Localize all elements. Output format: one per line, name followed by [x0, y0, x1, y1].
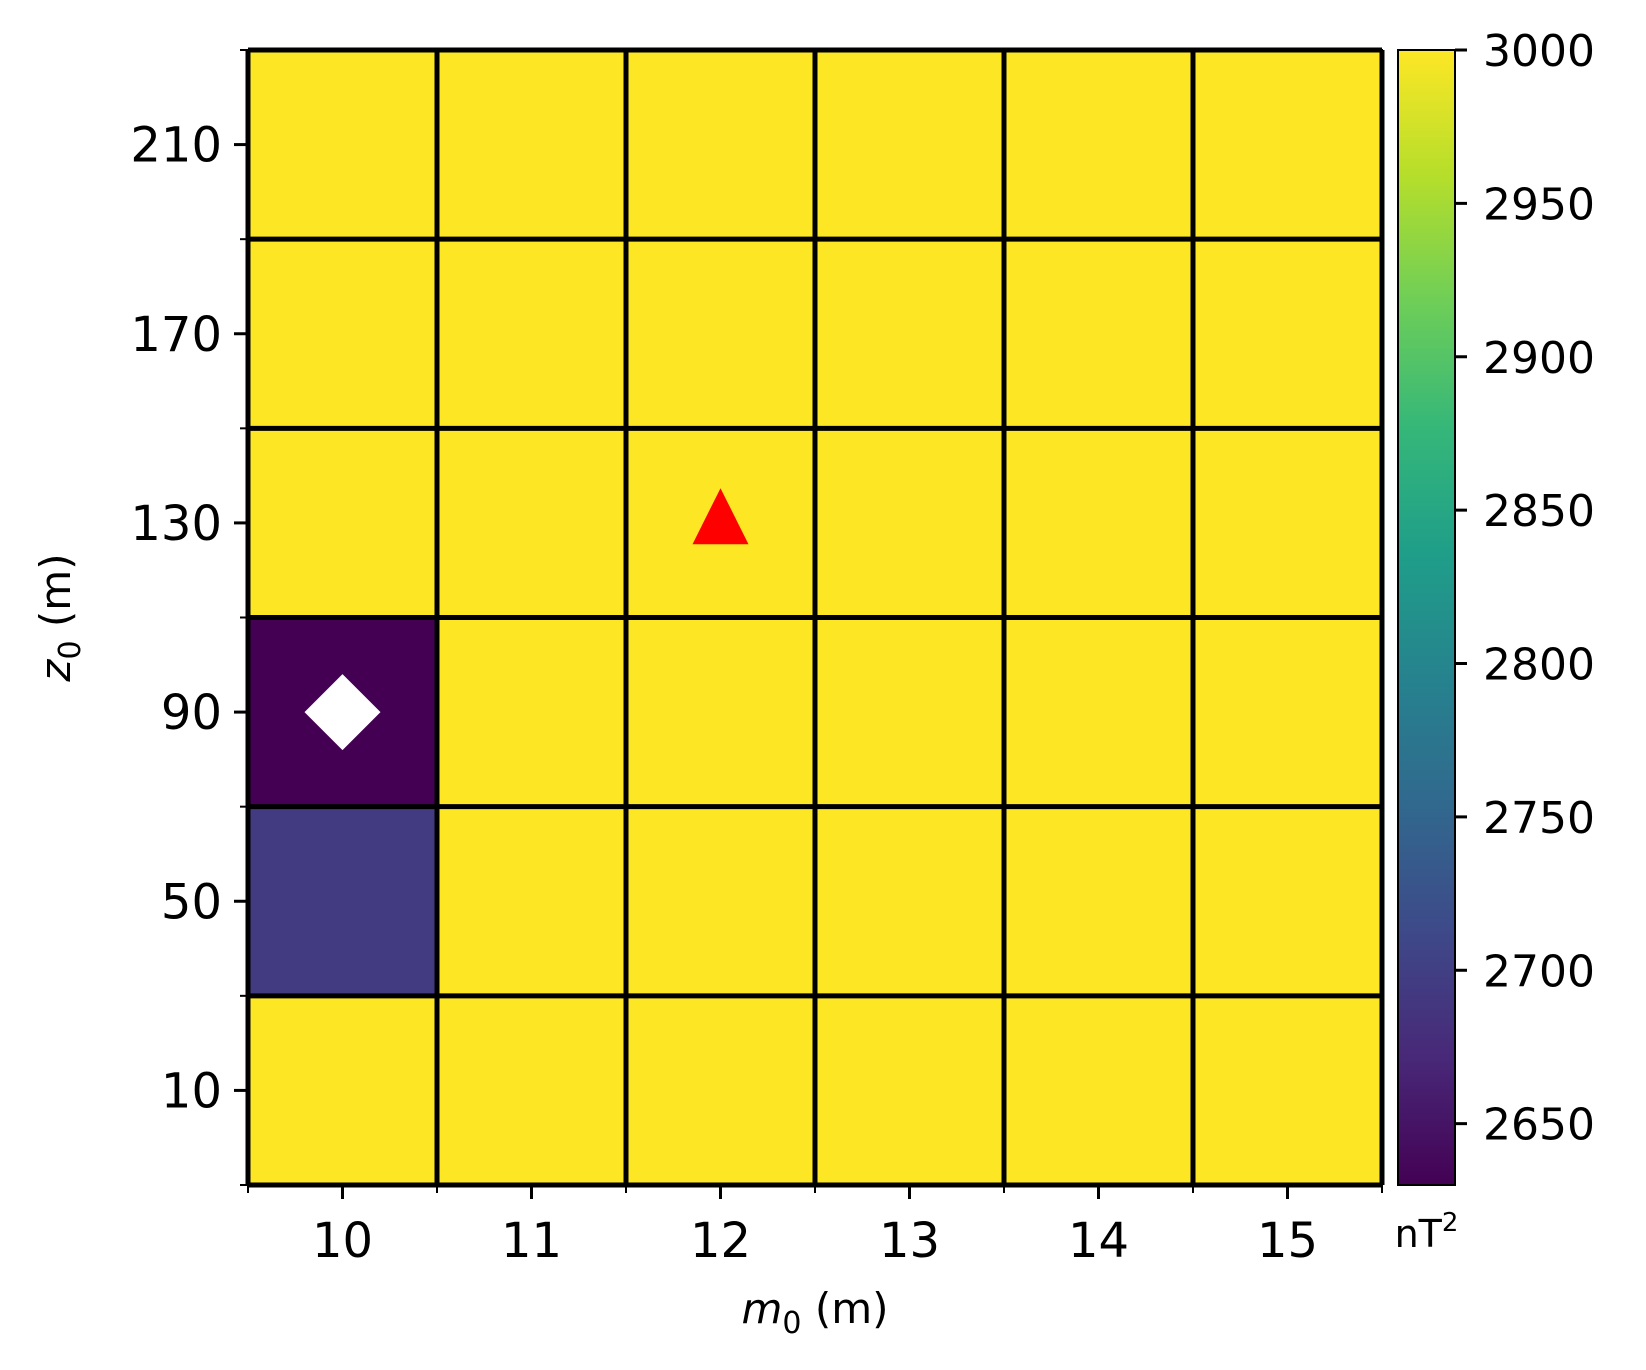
heatmap-cell	[815, 995, 1004, 1185]
markers	[304, 488, 749, 751]
x-tick-label: 12	[690, 1213, 751, 1269]
x-tick-label: 14	[1068, 1213, 1129, 1269]
heatmap-cell	[1004, 995, 1193, 1185]
heatmap-cell	[1193, 617, 1382, 807]
x-tick-label: 15	[1257, 1213, 1318, 1269]
y-tick-label: 90	[161, 685, 222, 741]
y-tick-label: 170	[130, 307, 222, 363]
heatmap-cell	[1193, 428, 1382, 618]
colorbar-unit-label: nT2	[1395, 1208, 1459, 1256]
heatmap-cell	[626, 50, 815, 240]
heatmap-cell	[1004, 239, 1193, 429]
heatmap-cell	[1193, 995, 1382, 1185]
x-axis-label: m0 (m)	[741, 1284, 888, 1341]
colorbar-tick-label: 2850	[1483, 486, 1595, 537]
x-tick-label: 10	[312, 1213, 373, 1269]
heatmap-cell	[1004, 806, 1193, 996]
heatmap-cell	[1004, 50, 1193, 240]
heatmap-cell	[1004, 617, 1193, 807]
heatmap-cell	[437, 806, 626, 996]
heatmap-cell	[248, 50, 437, 240]
y-tick-label: 210	[130, 118, 222, 174]
colorbar-gradient	[1397, 49, 1456, 1186]
heatmap-cell	[437, 617, 626, 807]
y-axis-label: z0 (m)	[31, 553, 88, 682]
heatmap-cell	[437, 428, 626, 618]
heatmap-cell	[248, 428, 437, 618]
colorbar-tick-label: 2900	[1483, 333, 1595, 384]
y-tick-label: 130	[130, 496, 222, 552]
axes: 10 11 12 13 14 15 10 50 90 130 170 210 m0 (m) z0 (m)	[31, 49, 1383, 1341]
colorbar-tick-label: 2650	[1483, 1100, 1595, 1151]
colorbar-tick-label: 2800	[1483, 640, 1595, 691]
diamond-marker	[304, 674, 381, 751]
heatmap-cell	[815, 239, 1004, 429]
y-tick-label: 50	[161, 874, 222, 930]
heatmap-cell	[248, 239, 437, 429]
heatmap-cell	[815, 50, 1004, 240]
colorbar-tick-label: 2750	[1483, 793, 1595, 844]
heatmap-cells	[248, 50, 1382, 1185]
heatmap-cell	[815, 428, 1004, 618]
heatmap-cell	[1193, 50, 1382, 240]
heatmap-cell	[815, 617, 1004, 807]
heatmap-cell	[1193, 806, 1382, 996]
heatmap-cell	[626, 239, 815, 429]
y-tick-label: 10	[161, 1063, 222, 1119]
heatmap-cell	[1193, 239, 1382, 429]
heatmap-cell	[248, 806, 437, 996]
x-tick-label: 11	[501, 1213, 562, 1269]
heatmap-cell	[437, 239, 626, 429]
heatmap-cell	[248, 995, 437, 1185]
x-tick-label: 13	[879, 1213, 940, 1269]
colorbar: 2650 2700 2750 2800 2850 2900 2950 3000 nT2	[1395, 26, 1595, 1256]
colorbar-tick-label: 3000	[1483, 26, 1595, 77]
heatmap-cell	[626, 995, 815, 1185]
colorbar-tick-label: 2950	[1483, 179, 1595, 230]
heatmap-cell	[626, 806, 815, 996]
heatmap-cell	[815, 806, 1004, 996]
colorbar-tick-label: 2700	[1483, 946, 1595, 997]
triangle-marker	[692, 488, 749, 545]
heatmap-cell	[437, 995, 626, 1185]
heatmap-cell	[437, 50, 626, 240]
heatmap-cell	[626, 617, 815, 807]
heatmap-cell	[1004, 428, 1193, 618]
